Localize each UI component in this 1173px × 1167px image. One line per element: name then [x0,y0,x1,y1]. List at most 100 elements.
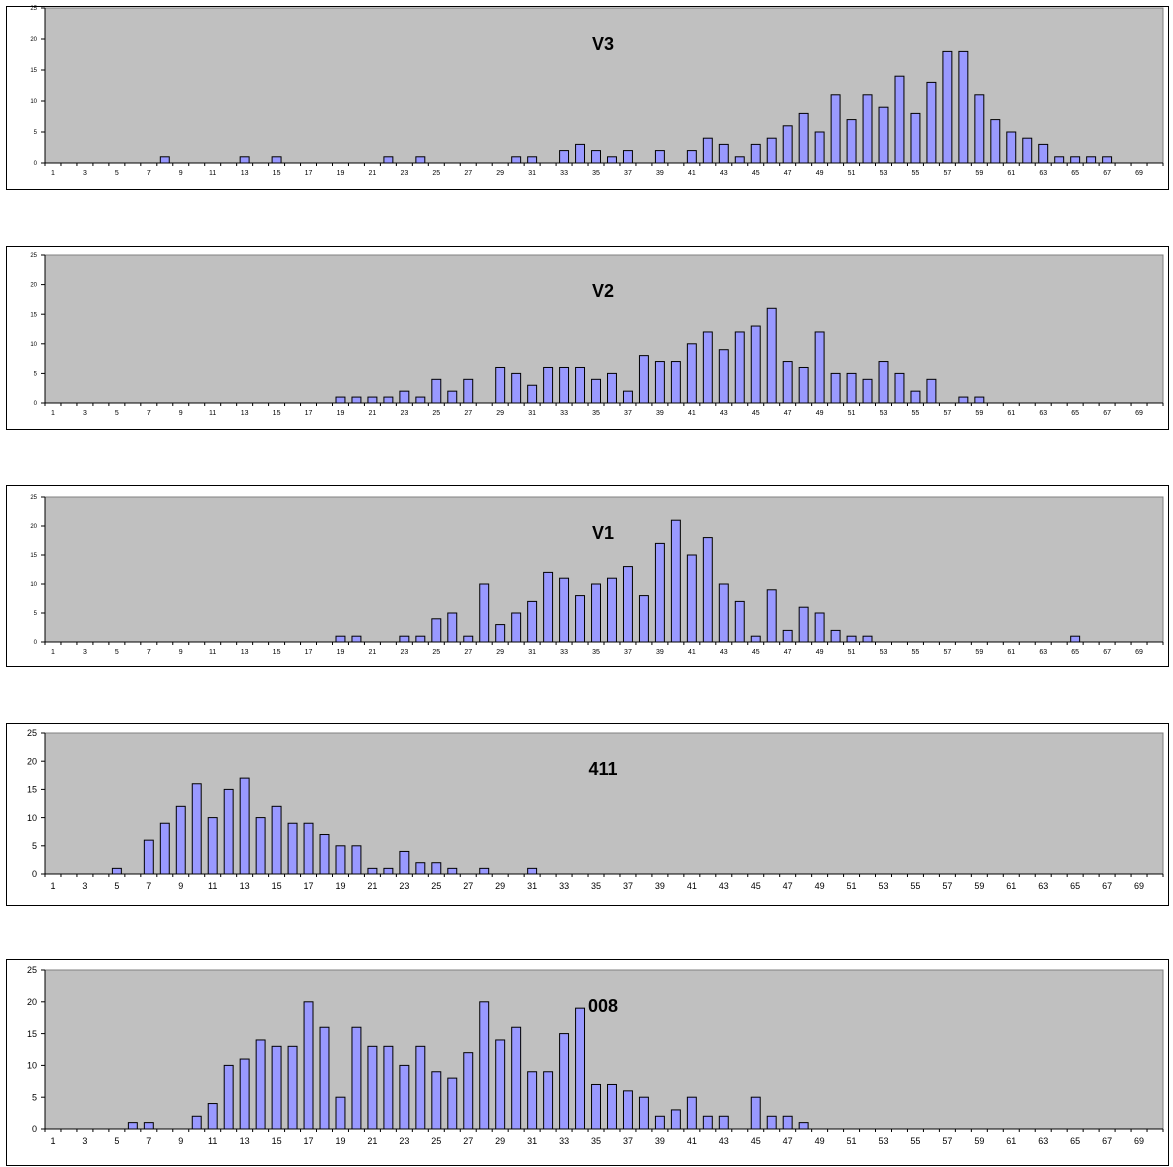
x-tick-label: 37 [624,170,632,177]
x-tick-label: 35 [591,881,601,891]
x-tick-label: 31 [528,170,536,177]
y-tick-label: 5 [32,1092,37,1102]
x-tick-label: 69 [1134,881,1144,891]
bar [463,378,474,404]
bar [718,143,729,164]
bar [958,396,969,404]
x-tick-label: 45 [752,649,760,656]
bar [495,624,506,643]
x-tick-label: 45 [752,410,760,417]
bar [686,150,697,164]
bar [750,143,761,164]
bar [431,378,442,404]
bar [415,635,426,643]
bar [766,1115,777,1130]
chart-title: V1 [592,523,614,543]
x-tick-label: 49 [815,1136,825,1146]
bar [447,390,458,404]
bar [846,372,857,404]
x-tick-label: 43 [719,1136,729,1146]
x-tick-label: 23 [400,170,408,177]
bar [862,378,873,404]
x-tick-label: 63 [1038,1136,1048,1146]
bar [159,156,170,164]
bar [399,390,410,404]
bar [607,577,617,643]
bar [622,566,633,643]
bar [335,1096,346,1130]
x-tick-label: 55 [912,410,920,417]
x-tick-label: 61 [1007,170,1015,177]
bar [1086,156,1097,164]
bar [846,635,857,643]
bar [463,1052,474,1130]
x-tick-label: 1 [51,170,55,177]
x-tick-label: 39 [656,649,664,656]
x-tick-label: 5 [115,170,119,177]
x-tick-label: 69 [1135,410,1143,417]
x-tick-label: 5 [114,881,119,891]
bar [351,1026,362,1130]
x-tick-label: 19 [337,410,345,417]
y-tick-label: 25 [27,728,37,738]
x-tick-label: 59 [975,170,983,177]
bar [303,822,314,875]
x-tick-label: 15 [272,1136,282,1146]
y-tick-label: 10 [27,813,37,823]
bar [255,817,266,875]
bar [814,612,825,643]
x-tick-label: 61 [1006,881,1016,891]
y-tick-label: 5 [34,130,38,136]
x-tick-label: 39 [656,410,664,417]
bar [431,1071,442,1130]
chart-title: V3 [592,34,614,54]
x-tick-label: 69 [1135,170,1143,177]
x-tick-label: 27 [463,1136,473,1146]
x-tick-label: 47 [784,170,792,177]
x-tick-label: 39 [655,881,665,891]
x-tick-label: 7 [147,170,151,177]
x-tick-label: 23 [399,1136,409,1146]
bar [351,635,362,643]
x-tick-label: 67 [1102,1136,1112,1146]
y-tick-label: 10 [30,99,37,105]
bar [367,1045,378,1130]
x-tick-label: 49 [816,170,824,177]
y-tick-label: 5 [34,611,38,617]
bar [1006,131,1017,164]
bar [638,355,649,404]
bar [686,1096,697,1130]
bar [910,390,921,404]
bar [622,1090,633,1130]
bar [415,862,426,875]
bar [734,156,745,164]
plot-area [44,254,1164,404]
bar [447,1077,458,1130]
x-tick-label: 51 [848,410,856,417]
bar [191,1115,202,1130]
x-tick-label: 47 [784,410,792,417]
x-tick-label: 3 [83,410,87,417]
bar [143,1122,154,1130]
bar [431,862,442,875]
bar [750,325,761,404]
bar [830,372,841,404]
bar [543,571,554,643]
bar [591,583,601,643]
x-tick-label: 1 [51,649,55,656]
bar [367,396,378,404]
bar [319,1026,330,1130]
x-tick-label: 33 [560,170,568,177]
bar [351,396,362,404]
x-tick-label: 67 [1103,410,1111,417]
x-tick-label: 49 [816,649,824,656]
bar [798,606,809,643]
x-tick-label: 65 [1070,881,1080,891]
bar [894,372,905,404]
x-tick-label: 9 [179,410,183,417]
x-tick-label: 19 [337,649,345,656]
bar [862,94,873,164]
bar [607,1083,617,1130]
x-tick-label: 37 [623,1136,633,1146]
x-tick-label: 27 [464,649,472,656]
